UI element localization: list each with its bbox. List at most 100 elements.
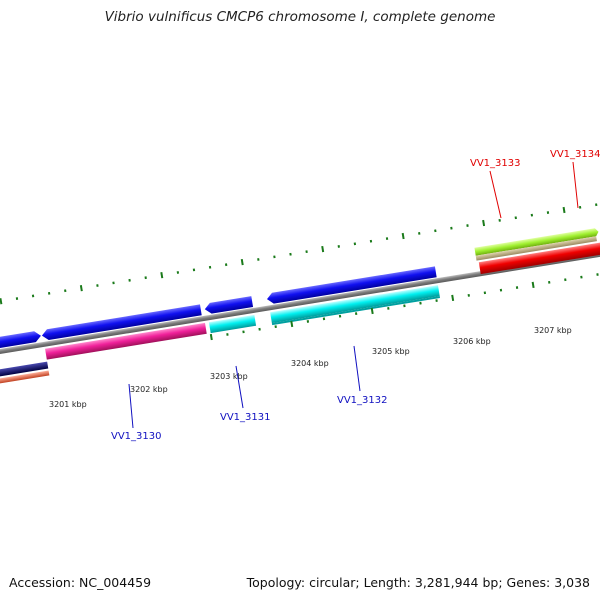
scale-tick xyxy=(435,299,438,302)
gene-label-leaders xyxy=(128,161,579,429)
scale-tick xyxy=(0,298,3,305)
scale-tick xyxy=(385,237,389,241)
gene-label-vv1-3134: VV1_3134 xyxy=(550,149,600,160)
scale-tick xyxy=(370,307,374,315)
scale-tick xyxy=(387,307,390,310)
scale-tick xyxy=(176,271,180,274)
kbp-label: 3204 kbp xyxy=(291,359,329,368)
scale-tick xyxy=(290,320,294,328)
chromosome-backbone xyxy=(0,246,600,358)
scale-tick xyxy=(530,213,534,217)
leader-vv1-3130 xyxy=(128,383,134,429)
genome-band xyxy=(0,203,600,386)
scale-tick xyxy=(128,278,131,282)
scale-tick xyxy=(192,268,196,272)
scale-tick xyxy=(338,314,342,318)
scale-tick xyxy=(564,278,567,282)
leader-vv1-3134 xyxy=(572,161,579,209)
scale-tick xyxy=(595,203,598,207)
scale-tick xyxy=(562,206,566,214)
scale-tick xyxy=(450,226,453,230)
kbp-label: 3206 kbp xyxy=(453,337,491,346)
scale-tick xyxy=(353,242,357,246)
gene-cyan-1 xyxy=(208,314,257,334)
scale-tick xyxy=(258,327,261,331)
scale-tick xyxy=(289,252,292,256)
scale-tick xyxy=(31,294,35,298)
gene-salmon xyxy=(0,370,50,386)
gene-labels: VV1_3130 VV1_3131 VV1_3132 VV1_3133 VV1_… xyxy=(111,149,600,442)
scale-tick xyxy=(548,280,551,284)
scale-tick xyxy=(515,286,519,289)
scale-tick xyxy=(498,218,501,222)
scale-tick xyxy=(337,245,340,248)
tick-track-upper xyxy=(0,203,598,305)
kbp-label: 3207 kbp xyxy=(534,326,572,335)
scale-tick xyxy=(434,229,437,233)
scale-tick xyxy=(209,333,213,341)
scale-tick xyxy=(354,312,358,316)
scale-tick xyxy=(401,232,405,240)
scale-tick xyxy=(419,301,422,305)
scale-tick xyxy=(321,245,325,253)
gene-red-1 xyxy=(478,242,600,275)
scale-tick xyxy=(403,304,406,308)
kbp-label: 3205 kbp xyxy=(372,347,410,356)
map-title: Vibrio vulnificus CMCP6 chromosome I, co… xyxy=(104,9,496,25)
scale-tick xyxy=(64,289,67,293)
gene-blue-1 xyxy=(0,331,41,352)
scale-tick xyxy=(580,275,583,279)
scale-tick xyxy=(96,284,99,287)
scale-tick xyxy=(47,291,51,295)
scale-tick xyxy=(112,281,115,285)
gene-pink xyxy=(45,322,207,360)
leader-vv1-3133 xyxy=(489,170,502,219)
scale-tick xyxy=(274,325,277,329)
kbp-label: 3203 kbp xyxy=(210,372,248,381)
scale-tick xyxy=(226,333,229,336)
scale-tick xyxy=(596,273,599,276)
scale-tick xyxy=(499,288,503,292)
kbp-label: 3202 kbp xyxy=(130,385,168,394)
scale-tick xyxy=(15,297,19,300)
gene-vv1-3131-region xyxy=(204,296,254,314)
scale-tick xyxy=(578,205,582,209)
accession-text: Accession: NC_004459 xyxy=(9,575,152,590)
scale-tick xyxy=(273,255,276,259)
scale-tick xyxy=(240,258,244,266)
genome-summary-text: Topology: circular; Length: 3,281,944 bp… xyxy=(246,575,590,590)
scale-tick xyxy=(466,224,469,227)
scale-tick xyxy=(208,265,212,269)
scale-tick xyxy=(305,250,308,254)
gene-label-vv1-3131: VV1_3131 xyxy=(220,412,271,423)
kbp-scale-labels: 3201 kbp 3202 kbp 3203 kbp 3204 kbp 3205… xyxy=(49,326,572,409)
scale-tick xyxy=(531,281,535,289)
scale-tick xyxy=(224,263,228,267)
gene-vv1-3133 xyxy=(474,228,599,256)
gene-cyan-2 xyxy=(270,285,440,324)
gene-vv1-3130 xyxy=(41,304,202,341)
gene-label-vv1-3133: VV1_3133 xyxy=(470,158,521,169)
scale-tick xyxy=(418,232,421,235)
scale-tick xyxy=(79,285,83,292)
gene-tan xyxy=(475,236,597,261)
scale-tick xyxy=(322,317,326,321)
scale-tick xyxy=(546,211,550,214)
gene-label-vv1-3130: VV1_3130 xyxy=(111,431,162,442)
gene-navy xyxy=(0,361,49,379)
scale-tick xyxy=(482,219,486,227)
tick-track-lower xyxy=(209,273,599,341)
scale-tick xyxy=(242,330,245,334)
leader-vv1-3131 xyxy=(235,365,244,409)
gene-vv1-3132-region xyxy=(266,266,437,304)
kbp-label: 3201 kbp xyxy=(49,400,87,409)
gene-label-vv1-3132: VV1_3132 xyxy=(337,395,388,406)
scale-tick xyxy=(306,320,310,323)
leader-vv1-3132 xyxy=(353,345,361,392)
scale-tick xyxy=(467,293,470,297)
scale-tick xyxy=(483,291,487,295)
gene-cyan-underline xyxy=(271,295,441,326)
scale-tick xyxy=(160,272,164,279)
scale-tick xyxy=(451,294,455,302)
